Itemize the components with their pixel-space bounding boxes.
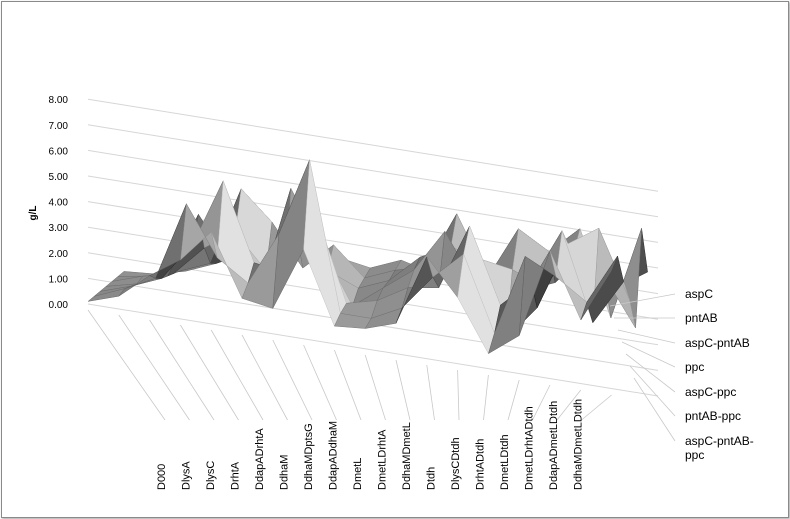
y-tick-label: 2.00 [49,249,69,260]
series-label: pntAB-ppc [685,409,741,423]
category-labels: D000 DlysA DlysC DrhtA DdapADrhtA DdhaM DdhaMD… [156,399,585,490]
y-tick-label: 0.00 [49,300,69,311]
category-guide [507,379,520,421]
category-guide [87,309,166,421]
category-guide [118,314,190,421]
category-label: DdhaM [279,455,291,490]
category-guide [180,324,239,421]
category-label: DdhaMDmetLDtdh [573,399,585,490]
category-label: DrhtADtdh [475,439,487,490]
series-label: aspC [685,287,713,301]
y-axis-title: g/L [28,206,39,221]
surface-facet [580,255,618,321]
y-tick-label: 6.00 [49,146,69,157]
y-tick-label: 4.00 [49,198,69,209]
category-guide [457,369,460,421]
category-label: DdhaMDmetL [401,422,413,490]
series-labels: aspC pntAB aspC-pntAB ppc aspC-ppc pntAB-ppc a… [609,287,754,462]
category-guide [483,374,489,421]
category-guide [210,329,264,421]
category-label: DdapADdhaM [328,421,340,490]
y-tick-label: 1.00 [49,274,69,285]
gridline [87,98,659,192]
category-label: DmetL [352,458,364,490]
category-label: DlysA [181,461,193,490]
series-guide [633,377,676,442]
category-label: DrhtA [230,461,242,490]
category-guide [364,354,386,421]
category-guide [532,384,551,421]
series-label: ppc [685,360,704,374]
series-label: aspC-pntAB [685,336,750,350]
surface-plot [87,158,648,355]
category-label: DmetLDrhtADtdh [524,406,536,490]
gridline [87,149,659,243]
category-guide [395,359,411,421]
gridline [87,303,659,397]
category-label: DdhaMDptsG [303,423,315,490]
category-guide [581,394,612,421]
category-label: D000 [156,464,168,490]
category-guide [149,319,215,421]
surface-facet [303,159,341,327]
series-guide [617,329,676,344]
category-label: DdapADrhtA [254,428,266,490]
category-guide [334,349,362,421]
y-tick-label: 5.00 [49,172,69,183]
series-guide [621,341,676,368]
series-label: aspC-ppc [685,385,736,399]
category-label: DlysC [205,461,217,490]
series-label: aspC-pntAB-ppc [685,434,754,462]
gridline [87,124,659,218]
y-tick-label: 8.00 [49,95,69,106]
category-guide [303,344,337,421]
category-guide [426,364,435,421]
y-tick-label: 7.00 [49,121,69,132]
category-guide [272,339,313,421]
category-label: DlysCDtdh [450,437,462,490]
series-guide [609,293,676,307]
series-guide [629,365,676,417]
category-label: DdapADmetLDtdh [548,401,560,490]
category-guide [556,389,582,421]
category-label: DmetLDrhtA [377,429,389,490]
series-guide [625,353,676,393]
category-guides [87,309,612,421]
y-tick-label: 3.00 [49,223,69,234]
category-label: DmetLDtdh [499,434,511,490]
category-label: Dtdh [426,467,438,490]
series-label: pntAB [685,311,718,325]
y-axis-ticks: 0.00 1.00 2.00 3.00 4.00 5.00 6.00 7.00 8.00 [49,95,69,311]
category-guide [241,334,288,421]
